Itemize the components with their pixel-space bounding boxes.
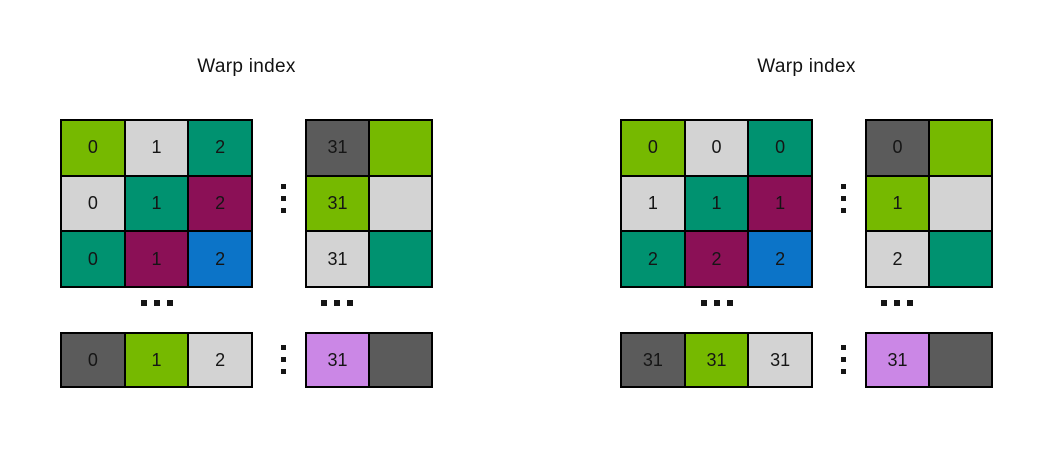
- grid-cell: [930, 334, 991, 386]
- grid-cell: 2: [189, 176, 251, 231]
- grid-cell: [930, 232, 991, 286]
- horizontal-ellipsis-icon: [865, 300, 929, 306]
- vertical-ellipsis-icon: [841, 184, 846, 213]
- grid-cell: 1: [125, 232, 188, 286]
- grid-cell: [370, 334, 431, 386]
- grid-cell: 2: [189, 121, 251, 175]
- vertical-ellipsis-icon: [281, 184, 286, 213]
- horizontal-ellipsis-icon: [60, 300, 253, 306]
- grid-cell: 1: [685, 176, 748, 231]
- grid-cell: 1: [867, 176, 928, 231]
- grid-cell: 31: [307, 176, 368, 231]
- warp-bottom-side-row: 31: [305, 332, 433, 388]
- grid-cell: 31: [307, 334, 368, 386]
- panel-title: Warp index: [197, 56, 296, 77]
- warp-bottom-row: 31 31 31: [620, 332, 813, 388]
- grid-cell: 2: [189, 334, 251, 386]
- grid-cell: 2: [749, 232, 811, 286]
- grid-cell: 31: [749, 334, 811, 386]
- grid-cell: 0: [749, 121, 811, 175]
- warp-bottom-side-row: 31: [865, 332, 993, 388]
- warp-side-grid: 31 31 31: [305, 119, 433, 288]
- grid-cell: 1: [125, 176, 188, 231]
- horizontal-ellipsis-icon: [620, 300, 813, 306]
- vertical-ellipsis-icon: [841, 345, 846, 374]
- panel-title: Warp index: [757, 56, 856, 77]
- grid-cell: 31: [307, 232, 368, 286]
- grid-cell: [370, 176, 431, 231]
- grid-cell: 0: [62, 176, 124, 231]
- grid-cell: 0: [685, 121, 748, 175]
- horizontal-ellipsis-icon: [305, 300, 369, 306]
- grid-cell: 0: [867, 121, 928, 175]
- grid-cell: [930, 176, 991, 231]
- grid-cell: 0: [622, 121, 684, 175]
- grid-cell: 2: [189, 232, 251, 286]
- grid-cell: 31: [867, 334, 928, 386]
- vertical-ellipsis-icon: [281, 345, 286, 374]
- grid-cell: 2: [685, 232, 748, 286]
- grid-cell: 1: [622, 176, 684, 231]
- grid-cell: [370, 232, 431, 286]
- grid-cell: 0: [62, 232, 124, 286]
- grid-cell: 2: [622, 232, 684, 286]
- grid-cell: 31: [307, 121, 368, 175]
- grid-cell: 31: [685, 334, 748, 386]
- grid-cell: [930, 121, 991, 175]
- grid-cell: 31: [622, 334, 684, 386]
- grid-cell: 0: [62, 334, 124, 386]
- grid-cell: 0: [62, 121, 124, 175]
- grid-cell: [370, 121, 431, 175]
- grid-cell: 1: [125, 334, 188, 386]
- grid-cell: 1: [749, 176, 811, 231]
- grid-cell: 2: [867, 232, 928, 286]
- grid-cell: 1: [125, 121, 188, 175]
